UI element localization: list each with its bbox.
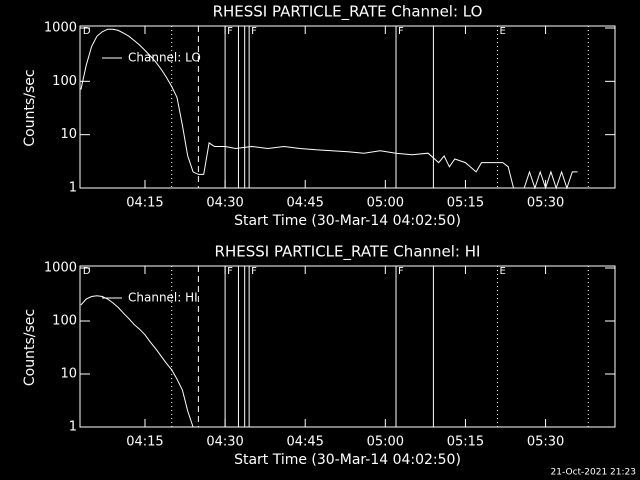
x-tick-label: 04:45	[286, 435, 323, 450]
y-tick-label: 10	[60, 367, 77, 382]
x-tick-label: 05:00	[367, 196, 404, 211]
y-tick-label: 10	[60, 127, 77, 142]
x-tick-label: 04:30	[206, 435, 243, 450]
y-tick-label: 1	[69, 420, 77, 435]
y-tick-label: 1000	[44, 21, 77, 36]
x-tick-label: 05:30	[527, 196, 564, 211]
legend-label: Channel: LO	[128, 51, 201, 65]
data-line	[80, 295, 194, 428]
event-label: F	[251, 26, 257, 37]
footer: 21-Oct-2021 21:23	[551, 468, 636, 478]
x-tick-label: 04:15	[126, 435, 163, 450]
event-label: F	[227, 266, 233, 277]
y-tick-label: 100	[52, 314, 77, 329]
plot-frame	[79, 25, 616, 189]
event-label: F	[398, 266, 404, 277]
y-tick-label: 100	[52, 74, 77, 89]
event-label: F	[251, 266, 257, 277]
event-label: D	[83, 266, 91, 277]
event-label: F	[227, 26, 233, 37]
y-axis-label: Counts/sec	[22, 309, 38, 386]
x-axis-label: Start Time (30-Mar-14 04:02:50)	[234, 452, 461, 468]
y-tick-label: 1	[69, 181, 77, 196]
x-tick-label: 04:30	[206, 196, 243, 211]
plot-frame	[79, 265, 616, 428]
x-tick-label: 05:15	[447, 196, 484, 211]
y-tick-label: 1000	[44, 261, 77, 276]
data-line	[80, 28, 578, 190]
x-axis-label: Start Time (30-Mar-14 04:02:50)	[234, 213, 461, 229]
x-tick-label: 04:15	[126, 196, 163, 211]
x-tick-label: 05:00	[367, 435, 404, 450]
event-label: F	[398, 26, 404, 37]
y-axis-label: Counts/sec	[22, 69, 38, 146]
chart-title: RHESSI PARTICLE_RATE Channel: LO	[213, 3, 483, 22]
event-label: E	[499, 26, 505, 37]
chart-title: RHESSI PARTICLE_RATE Channel: HI	[215, 243, 481, 262]
event-label: E	[499, 266, 505, 277]
x-tick-label: 05:15	[447, 435, 484, 450]
x-tick-label: 04:45	[286, 196, 323, 211]
event-label: D	[83, 26, 91, 37]
x-tick-label: 05:30	[527, 435, 564, 450]
legend-label: Channel: HI	[128, 291, 198, 305]
